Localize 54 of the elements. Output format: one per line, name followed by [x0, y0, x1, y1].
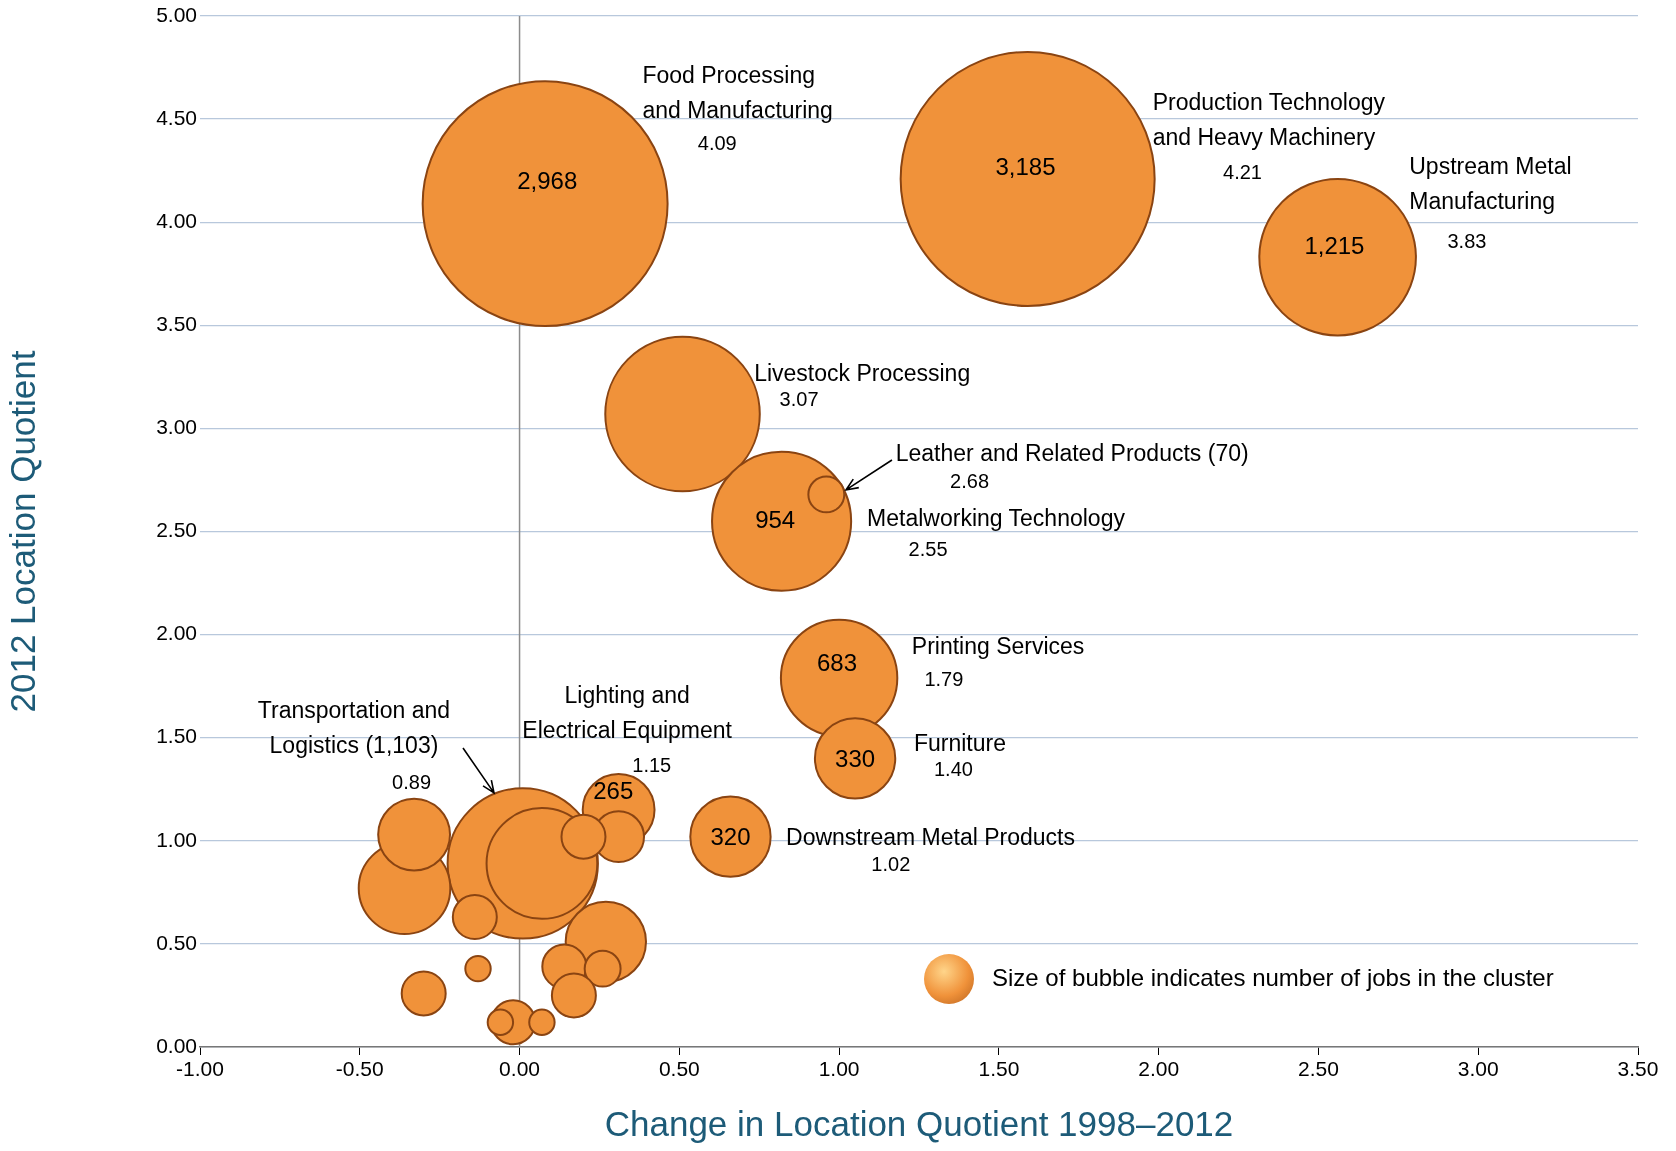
- annotation: Production Technology and Heavy Machinery: [1152, 89, 1386, 151]
- y-tick-label: 0.50: [156, 930, 197, 954]
- x-tick-label: 2.50: [1298, 1057, 1339, 1081]
- annotation: 954: [755, 505, 796, 533]
- y-tick-label: 4.50: [156, 105, 197, 129]
- annotation: Size of bubble indicates number of jobs in the cluster: [992, 963, 1554, 991]
- y-tick-label: 3.00: [156, 415, 197, 439]
- annotation: 3.83: [1447, 229, 1487, 252]
- y-tick-label: 1.50: [156, 724, 197, 748]
- y-tick-label: 3.50: [156, 312, 197, 336]
- annotation: 1,215: [1304, 232, 1365, 260]
- x-tick-label: 1.00: [818, 1057, 860, 1081]
- annotation: 1.40: [933, 757, 973, 780]
- annotation: 265: [593, 777, 634, 805]
- x-tick-label: -1.00: [176, 1057, 224, 1081]
- annotation: 2,968: [517, 166, 578, 194]
- annotation: 3,185: [995, 152, 1056, 180]
- x-tick-label: 0.50: [658, 1057, 700, 1081]
- annotation: 2.55: [908, 537, 948, 560]
- annotation: 1.15: [632, 753, 672, 776]
- annotation: 1.79: [924, 667, 964, 690]
- annotation: 2.68: [950, 470, 990, 493]
- annotation: Transportation and Logistics (1,103): [257, 697, 451, 759]
- annotation: Downstream Metal Products: [786, 824, 1075, 851]
- y-tick-label: 5.00: [156, 2, 197, 26]
- annotation: Leather and Related Products (70): [895, 440, 1249, 467]
- annotation: Lighting and Electrical Equipment: [522, 681, 733, 743]
- annotation: 1.02: [871, 853, 911, 876]
- annotation: Livestock Processing: [754, 359, 971, 386]
- annotation: 3.07: [779, 387, 819, 410]
- annotation: 4.09: [697, 132, 737, 155]
- y-axis-title: 2012 Location Quotient: [2, 350, 42, 713]
- annotation: 4.21: [1223, 161, 1262, 184]
- annotation: Food Processing and Manufacturing: [642, 61, 833, 123]
- x-tick-label: 2.00: [1138, 1057, 1180, 1081]
- y-tick-label: 4.00: [156, 209, 197, 232]
- y-tick-label: 2.50: [156, 518, 197, 542]
- x-tick-label: 0.00: [499, 1057, 540, 1081]
- x-axis-title: Change in Location Quotient 1998–2012: [604, 1103, 1234, 1143]
- x-tick-label: 1.50: [978, 1057, 1020, 1081]
- y-tick-label: 0.00: [156, 1033, 197, 1057]
- y-tick-label: 1.00: [156, 827, 197, 851]
- x-tick-label: 3.50: [1617, 1057, 1659, 1081]
- annotation: 330: [835, 745, 876, 773]
- annotation: Printing Services: [911, 633, 1085, 660]
- annotation: 683: [816, 648, 857, 676]
- annotation: Upstream Metal Manufacturing: [1409, 152, 1572, 214]
- annotation: Furniture: [913, 729, 1006, 756]
- y-tick-label: 2.00: [156, 621, 197, 645]
- annotation: 320: [710, 823, 751, 851]
- annotation: Metalworking Technology: [867, 505, 1126, 532]
- x-tick-label: 3.00: [1457, 1057, 1499, 1081]
- annotation: 0.89: [392, 770, 432, 793]
- x-tick-label: -0.50: [335, 1057, 384, 1081]
